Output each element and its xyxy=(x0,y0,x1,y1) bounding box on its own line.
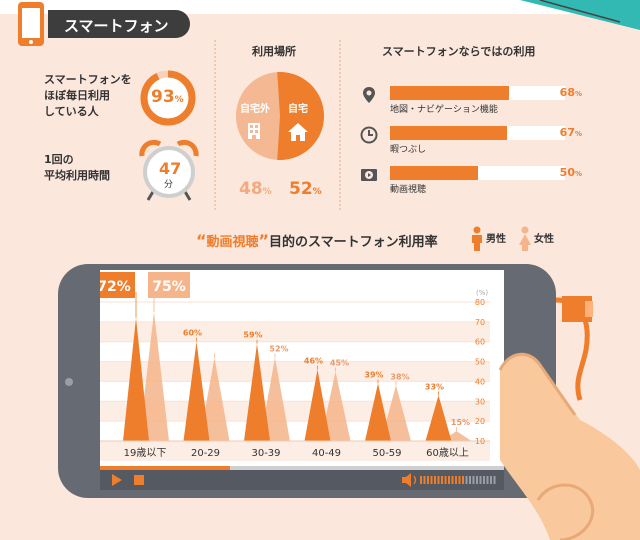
male-peak xyxy=(304,369,331,441)
alarm-clock-icon xyxy=(139,139,199,201)
video-section-title: “動画視聴”目的のスマートフォン利用率 xyxy=(196,231,438,250)
data-label: 33% xyxy=(425,382,444,391)
use-bar-video xyxy=(390,166,565,180)
use-row-map: 68% 地図・ナビゲーション機能 xyxy=(360,86,582,116)
use-label-killtime: 暇つぶし xyxy=(390,145,427,155)
section-title: スマートフォン xyxy=(64,17,169,35)
y-tick-label: 30 xyxy=(475,397,485,406)
male-peak xyxy=(123,317,149,441)
data-label: 59% xyxy=(243,331,262,340)
use-bar-map xyxy=(390,86,565,100)
data-label: 72% xyxy=(100,279,131,295)
smartphone-icon xyxy=(18,2,44,46)
video-play-icon xyxy=(361,169,377,181)
data-label: 46% xyxy=(304,357,323,366)
male-peak xyxy=(244,343,270,441)
data-label: 15% xyxy=(451,418,470,427)
daily-use-label-1: スマートフォンを xyxy=(44,73,132,86)
use-row-video: 50% 動画視聴 xyxy=(360,166,582,196)
male-label-box xyxy=(100,272,135,298)
use-percent-killtime: 67% xyxy=(559,126,582,139)
x-category-label: 60歳以上 xyxy=(426,447,469,459)
female-label-box xyxy=(148,272,190,298)
use-bar-killtime xyxy=(390,126,565,140)
use-bar-fill-killtime xyxy=(390,126,508,140)
data-label: 38% xyxy=(390,372,409,381)
x-category-label: 30-39 xyxy=(251,448,280,459)
data-label: 45% xyxy=(330,359,349,368)
y-tick-label: 80 xyxy=(475,298,485,307)
female-peak xyxy=(320,371,351,441)
home-percent: 52% xyxy=(289,179,322,199)
map-pin-icon xyxy=(363,87,375,103)
y-tick-label: 40 xyxy=(475,377,485,386)
outside-percent: 48% xyxy=(239,179,272,199)
data-label: 75% xyxy=(152,279,186,295)
y-tick-label: 50 xyxy=(475,358,485,367)
daily-use-label-2: ほぼ毎日利用 xyxy=(44,89,110,102)
section-header: スマートフォン xyxy=(48,10,190,38)
male-icon xyxy=(472,226,482,251)
video-usage-chart: 72% 60% 59% 46% 39% 33% 75% 52% 45% 38% 15% 19歳以下 20… xyxy=(100,272,490,461)
location-title: 利用場所 xyxy=(252,45,296,58)
house-icon xyxy=(288,123,308,141)
y-axis-unit: (%) xyxy=(476,289,489,297)
legend-female: 女性 xyxy=(534,234,554,245)
x-category-label: 20-29 xyxy=(191,448,220,459)
y-tick-label: 60 xyxy=(475,338,485,347)
male-peak xyxy=(183,341,210,441)
daily-use-label-3: している人 xyxy=(44,105,99,118)
x-category-label: 50-59 xyxy=(372,448,401,459)
y-tick-label: 10 xyxy=(475,437,485,446)
use-bar-fill-video xyxy=(390,166,478,180)
outside-label: 自宅外 xyxy=(240,104,270,115)
use-percent-video: 50% xyxy=(559,166,582,179)
use-bar-fill-map xyxy=(390,86,509,100)
female-peak xyxy=(260,357,290,441)
female-peak xyxy=(199,357,230,441)
female-peak xyxy=(381,385,411,441)
avg-time-label-2: 平均利用時間 xyxy=(44,169,110,182)
x-category-label: 19歳以下 xyxy=(124,447,167,459)
daily-use-ring xyxy=(140,70,196,126)
female-peak xyxy=(139,311,169,441)
data-label: 52% xyxy=(269,345,288,354)
x-category-label: 40-49 xyxy=(312,448,341,459)
use-label-video: 動画視聴 xyxy=(390,185,427,195)
data-label: 39% xyxy=(364,370,383,379)
use-percent-map: 68% xyxy=(559,86,582,99)
female-icon xyxy=(519,226,531,251)
avg-time-unit: 分 xyxy=(164,180,174,190)
use-row-killtime: 67% 暇つぶし xyxy=(360,126,582,156)
male-peak xyxy=(425,395,452,441)
y-tick-label: 20 xyxy=(475,417,485,426)
avg-time-value: 47 xyxy=(159,159,182,178)
daily-use-percent: 93% xyxy=(151,87,184,107)
y-tick-label: 70 xyxy=(475,318,485,327)
legend-male: 男性 xyxy=(486,234,506,245)
male-peak xyxy=(365,383,391,441)
home-label: 自宅 xyxy=(288,104,308,115)
hand xyxy=(498,352,640,540)
data-label: 60% xyxy=(183,329,202,338)
clock-icon xyxy=(360,126,378,144)
avg-time-label-1: 1回の xyxy=(44,153,74,166)
use-label-map: 地図・ナビゲーション機能 xyxy=(390,105,498,115)
building-icon xyxy=(248,123,260,139)
uses-title: スマートフォンならではの利用 xyxy=(382,45,536,58)
